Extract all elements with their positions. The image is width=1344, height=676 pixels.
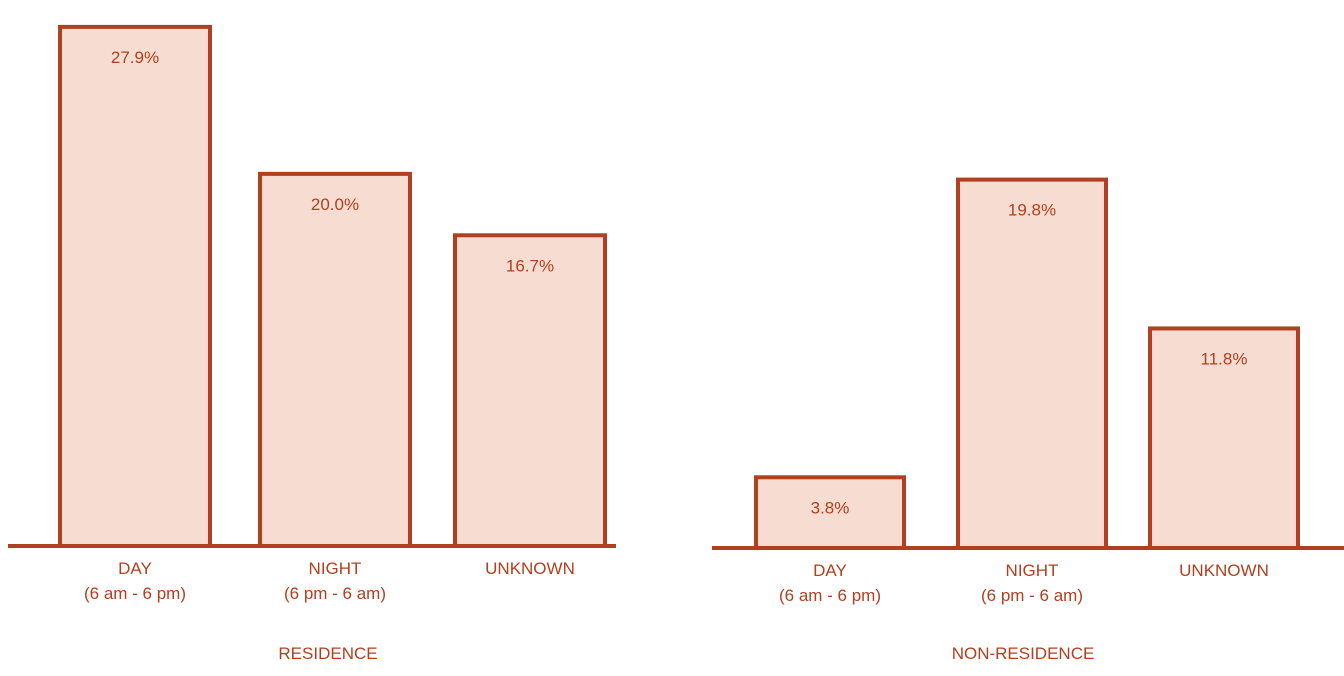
bar	[58, 24, 212, 549]
chart-panel-residence: 27.9% DAY (6 am - 6 pm) 20.0% NIGHT (6 pm - 6…	[8, 24, 616, 663]
bar	[956, 177, 1108, 550]
bar	[453, 233, 607, 548]
category-label: NIGHT	[1006, 561, 1059, 580]
category-sublabel: (6 pm - 6 am)	[981, 586, 1083, 605]
category-label: UNKNOWN	[485, 559, 575, 578]
category-label: UNKNOWN	[1179, 561, 1269, 580]
category-label: DAY	[813, 561, 847, 580]
bar	[258, 171, 412, 548]
bar-value-label: 20.0%	[311, 195, 359, 214]
bar	[1148, 326, 1300, 550]
category-label: DAY	[118, 559, 152, 578]
bar-value-label: 3.8%	[811, 498, 850, 517]
category-label: NIGHT	[309, 559, 362, 578]
category-sublabel: (6 am - 6 pm)	[779, 586, 881, 605]
category-sublabel: (6 pm - 6 am)	[284, 584, 386, 603]
category-sublabel: (6 am - 6 pm)	[84, 584, 186, 603]
chart-panel-non-residence: 3.8% DAY (6 am - 6 pm) 19.8% NIGHT (6 pm - 6 …	[712, 177, 1344, 663]
bar-value-label: 19.8%	[1008, 201, 1056, 220]
chart-title: NON-RESIDENCE	[952, 644, 1095, 663]
bar-value-label: 27.9%	[111, 48, 159, 67]
chart-title: RESIDENCE	[278, 644, 377, 663]
bar-value-label: 11.8%	[1201, 349, 1248, 368]
bar-value-label: 16.7%	[506, 256, 554, 275]
